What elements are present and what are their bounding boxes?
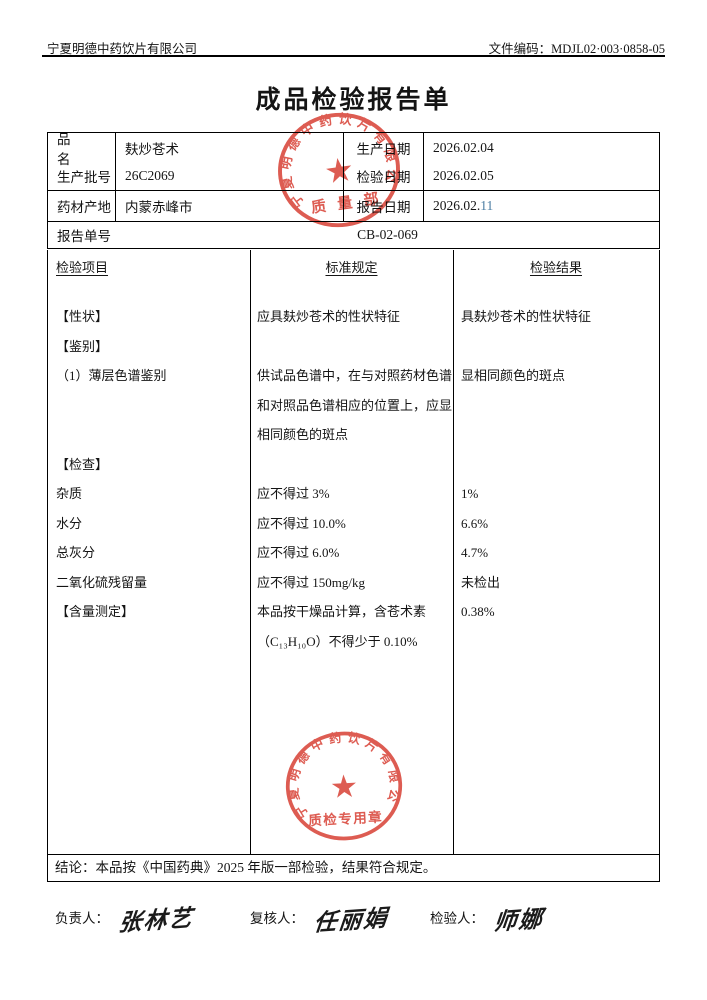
signature-name: 师娜	[492, 905, 546, 936]
inspection-item: 【性状】	[56, 309, 109, 324]
inspection-item: 二氧化硫残留量	[56, 574, 148, 590]
inspection-row: 水分 应不得过 10.0% 6.6%	[48, 509, 659, 539]
inspection-table: 检验项目 标准规定 检验结果 【性状】 应具麸炒苍术的性状特征 具麸炒苍术的性状…	[47, 250, 660, 855]
field-label-batch-no: 生产批号	[48, 162, 116, 190]
header-rule	[42, 55, 665, 57]
inspection-item: 杂质	[56, 486, 83, 501]
field-value-origin: 内蒙赤峰市	[116, 190, 344, 221]
inspection-item: 【鉴别】	[56, 338, 109, 354]
report-date-main: 2026.02.	[433, 198, 481, 213]
standard-spec	[250, 332, 453, 362]
inspection-result	[453, 332, 659, 362]
main-table-body: 【性状】 应具麸炒苍术的性状特征 具麸炒苍术的性状特征 【鉴别】 （1）薄层色谱…	[48, 302, 659, 656]
quality-dept-stamp: 宁夏明德中药饮片有限公司 ★ 质 量 部	[268, 102, 405, 228]
signature-inspector: 检验人： 师娜	[430, 901, 546, 936]
signature-label: 检验人：	[430, 911, 484, 926]
qc-special-stamp: 宁夏明德中药饮片有限公司 ★ 质检专用章	[281, 725, 405, 841]
inspection-result: 4.7%	[461, 545, 489, 560]
inspection-result: 0.38%	[461, 604, 495, 619]
field-value-report-date: 2026.02. 11	[424, 190, 659, 221]
standard-spec	[250, 450, 453, 480]
field-value-inspection-date: 2026.02.05	[433, 168, 494, 183]
inspection-item: （1）薄层色谱鉴别	[56, 368, 167, 383]
column-divider	[250, 250, 251, 854]
signature-reviewer: 复核人： 任丽娟	[250, 901, 391, 937]
signature-responsible: 负责人： 张林艺	[55, 901, 196, 937]
field-value-production-date: 2026.02.04	[433, 139, 494, 155]
inspection-result	[453, 450, 659, 480]
signature-label: 复核人：	[250, 911, 304, 926]
inspection-result: 具麸炒苍术的性状特征	[461, 309, 592, 324]
inspection-row: 【检查】	[48, 450, 659, 480]
inspection-row: 【含量测定】 本品按干燥品计算，含苍术素 （C₁₃H₁₀O）不得少于 0.10%…	[48, 597, 659, 656]
page-title: 成品检验报告单	[255, 87, 452, 114]
doc-code: 文件编码：MDJL02·003·0858-05	[488, 42, 665, 56]
inspection-result: 6.6%	[461, 515, 489, 531]
inspection-item: 【含量测定】	[56, 604, 135, 619]
page-header: 宁夏明德中药饮片有限公司 文件编码：MDJL02·003·0858-05	[47, 38, 665, 57]
field-label-origin: 药材产地	[48, 190, 116, 221]
stamp-qc-label: 质检专用章	[308, 809, 384, 829]
standard-spec: 应不得过 3%	[257, 486, 330, 501]
stamp-star-icon: ★	[322, 152, 356, 192]
signature-row: 负责人： 张林艺 复核人： 任丽娟 检验人： 师娜	[47, 893, 660, 943]
standard-spec: 应不得过 6.0%	[257, 545, 340, 560]
column-divider	[453, 250, 454, 854]
inspection-row: 杂质 应不得过 3% 1%	[48, 479, 659, 509]
stamp-star-icon: ★	[329, 769, 359, 805]
report-date-day: 11	[480, 198, 494, 213]
standard-spec: 本品按干燥品计算，含苍术素 （C₁₃H₁₀O）不得少于 0.10%	[257, 604, 427, 649]
field-value-report-no: CB-02-069	[116, 221, 659, 248]
header-standard-spec: 标准规定	[325, 260, 378, 275]
inspection-item: 【检查】	[56, 456, 109, 472]
inspection-result: 1%	[461, 486, 479, 501]
standard-spec: 应具麸炒苍术的性状特征	[257, 309, 401, 324]
header-inspection-result: 检验结果	[529, 260, 582, 275]
field-label-report-no: 报告单号	[48, 221, 116, 248]
standard-spec: 供试品色谱中，在与对照药材色谱 和对照品色谱相应的位置上，应显 相同颜色的斑点	[257, 368, 453, 442]
inspection-table-header: 检验项目 标准规定 检验结果	[48, 250, 659, 276]
standard-spec: 应不得过 150mg/kg	[257, 574, 365, 590]
header-inspection-item: 检验项目	[56, 260, 109, 275]
inspection-row: 【鉴别】	[48, 332, 659, 362]
standard-spec: 应不得过 10.0%	[257, 515, 346, 531]
inspection-row: 二氧化硫残留量 应不得过 150mg/kg 未检出	[48, 568, 659, 598]
signature-name: 任丽娟	[312, 904, 391, 937]
inspection-result: 显相同颜色的斑点	[461, 368, 566, 383]
signature-label: 负责人：	[55, 911, 109, 926]
inspection-item: 总灰分	[56, 545, 96, 560]
signature-name: 张林艺	[117, 904, 196, 937]
inspection-item: 水分	[56, 515, 83, 531]
field-value-product-name: 麸炒苍术	[116, 133, 344, 162]
inspection-row: 【性状】 应具麸炒苍术的性状特征 具麸炒苍术的性状特征	[48, 302, 659, 332]
inspection-result: 未检出	[461, 574, 501, 590]
company-name: 宁夏明德中药饮片有限公司	[47, 42, 198, 56]
field-value-batch-no: 26C2069	[116, 162, 344, 190]
conclusion-box: 结论：本品按《中国药典》2025 年版一部检验，结果符合规定。	[47, 854, 660, 882]
inspection-row: （1）薄层色谱鉴别 供试品色谱中，在与对照药材色谱 和对照品色谱相应的位置上，应…	[48, 361, 659, 450]
inspection-row: 总灰分 应不得过 6.0% 4.7%	[48, 538, 659, 568]
field-label-product-name: 品 名	[48, 132, 116, 167]
